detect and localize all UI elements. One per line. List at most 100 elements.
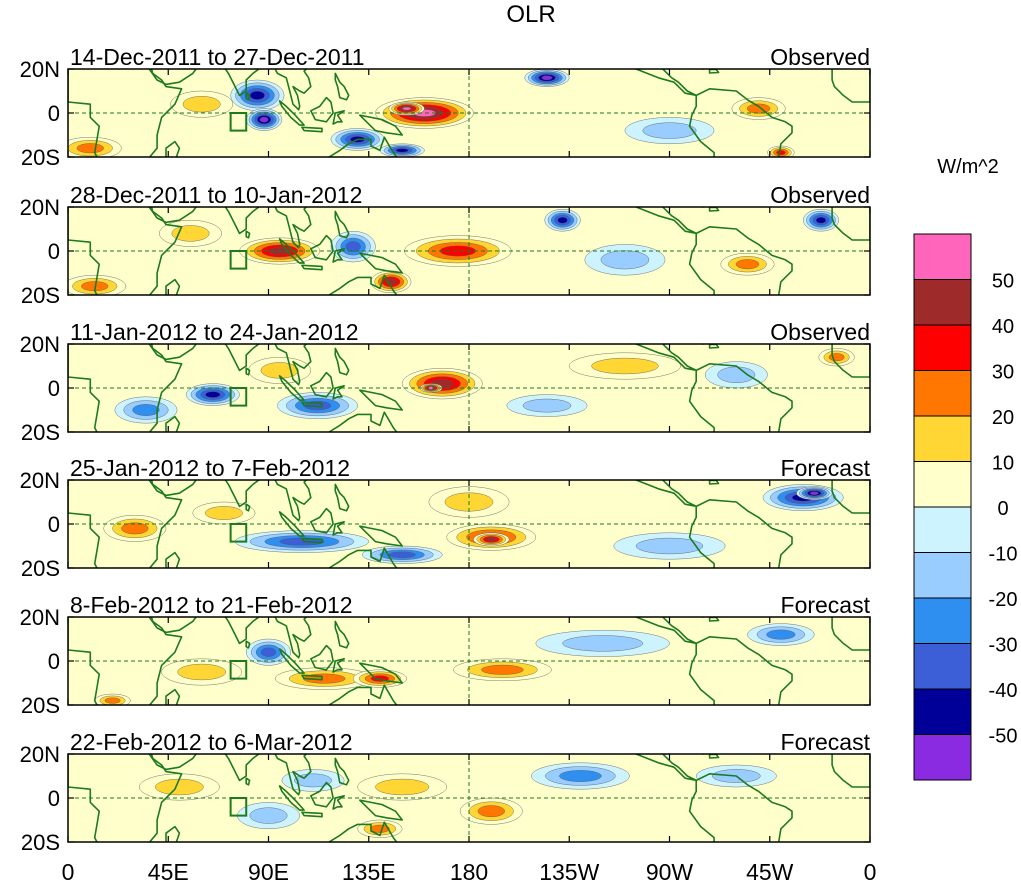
- positive-anomaly-3: [357, 773, 447, 801]
- positive-anomaly-2: [419, 383, 443, 393]
- positive-anomaly-2: [388, 101, 425, 116]
- positive-anomaly-7: [139, 773, 220, 801]
- y-tick-label: 20S: [21, 283, 60, 308]
- panel-2: 20N 0 20S 28-Dec-2011 to 10-Jan-2012 Observe…: [20, 182, 871, 308]
- colorbar-label: 50: [992, 271, 1014, 293]
- positive-anomaly-6: [94, 693, 131, 705]
- negative-anomaly-3: [230, 79, 285, 111]
- figure-title: OLR: [506, 1, 555, 28]
- negative-anomaly-4: [277, 392, 358, 419]
- colorbar-label: -50: [989, 726, 1018, 748]
- y-tick-label: 0: [48, 512, 60, 537]
- positive-anomaly-11: [170, 90, 234, 118]
- positive-anomaly-9: [68, 275, 127, 295]
- colorbar-swatch: [913, 643, 972, 690]
- colorbar-swatch: [913, 688, 972, 735]
- negative-anomaly-1: [246, 638, 291, 666]
- anomaly-field: [139, 762, 777, 838]
- negative-anomaly-6: [361, 545, 443, 564]
- y-tick-label: 20S: [21, 693, 60, 718]
- x-tick-label: 90E: [248, 859, 289, 885]
- negative-anomaly-12: [624, 117, 715, 145]
- negative-anomaly-4: [330, 231, 376, 263]
- colorbar-units: W/m^2: [937, 156, 999, 178]
- panel-3: 20N 0 20S 11-Jan-2012 to 24-Jan-2012 Observe…: [20, 319, 871, 445]
- y-tick-label: 20S: [21, 420, 60, 445]
- panel-status: Observed: [770, 44, 870, 70]
- coastlines: [68, 480, 870, 568]
- panel-6: 20N 0 20S 22-Feb-2012 to 6-Mar-2012 Forecast: [20, 729, 871, 855]
- colorbar-label: -20: [989, 589, 1018, 611]
- colorbar-swatch: [913, 233, 972, 280]
- panel-period: 11-Jan-2012 to 24-Jan-2012: [70, 319, 359, 345]
- negative-anomaly-7: [584, 244, 666, 276]
- anomaly-field: [103, 484, 844, 564]
- negative-anomaly-6: [802, 208, 840, 232]
- y-tick-label: 0: [48, 786, 60, 811]
- x-tick-label: 45E: [148, 859, 189, 885]
- y-tick-label: 20S: [21, 556, 60, 581]
- x-tick-label: 45W: [746, 859, 794, 885]
- y-tick-label: 20N: [20, 57, 60, 82]
- coastlines: [68, 754, 870, 842]
- negative-anomaly-10: [704, 361, 768, 389]
- negative-anomaly-5: [524, 69, 570, 87]
- negative-anomaly-5: [747, 623, 815, 646]
- y-tick-label: 20S: [21, 145, 60, 170]
- negative-anomaly-9: [613, 532, 726, 560]
- colorbar-label: -40: [989, 680, 1018, 702]
- colorbar-label: 40: [992, 316, 1014, 338]
- positive-anomaly-9: [767, 145, 795, 157]
- y-tick-label: 20S: [21, 830, 60, 855]
- panel-status: Forecast: [781, 455, 871, 481]
- y-tick-label: 0: [48, 376, 60, 401]
- y-tick-label: 0: [48, 101, 60, 126]
- x-tick-label: 180: [450, 859, 488, 885]
- colorbar-swatch: [913, 506, 972, 553]
- colorbar-label: 30: [992, 362, 1014, 384]
- panel-5: 20N 0 20S 8-Feb-2012 to 21-Feb-2012 Forecast: [20, 592, 871, 718]
- negative-anomaly-7: [379, 143, 425, 157]
- panel-period: 22-Feb-2012 to 6-Mar-2012: [70, 729, 353, 755]
- anomaly-field: [114, 348, 855, 424]
- colorbar-swatch: [913, 324, 972, 371]
- positive-anomaly-5: [248, 356, 312, 384]
- y-tick-label: 20N: [20, 332, 60, 357]
- panel-status: Observed: [770, 182, 870, 208]
- panel-status: Forecast: [781, 729, 871, 755]
- coastlines: [68, 617, 870, 705]
- panel-period: 8-Feb-2012 to 21-Feb-2012: [70, 592, 353, 618]
- panel-status: Observed: [770, 319, 870, 345]
- colorbar-swatch: [913, 279, 972, 326]
- y-tick-label: 20N: [20, 195, 60, 220]
- colorbar-swatch: [913, 597, 972, 644]
- y-tick-label: 20N: [20, 605, 60, 630]
- positive-anomaly-7: [103, 515, 167, 542]
- coastlines: [68, 207, 870, 295]
- panels: 20N 0 20S 14-Dec-2011 to 27-Dec-2011 Observe…: [20, 44, 871, 855]
- panel-1: 20N 0 20S 14-Dec-2011 to 27-Dec-2011 Observe…: [20, 44, 871, 170]
- y-tick-label: 20N: [20, 468, 60, 493]
- x-axis: 0 45E 90E 135E 180 135W 90W 45W 0: [62, 859, 877, 885]
- positive-anomaly-10: [159, 219, 222, 247]
- colorbar-label: 10: [992, 453, 1014, 475]
- positive-anomaly-8: [731, 97, 786, 120]
- negative-anomaly-4: [246, 108, 283, 131]
- colorbar-label: -10: [989, 544, 1018, 566]
- x-tick-label: 0: [62, 859, 75, 885]
- positive-anomaly-8: [720, 253, 775, 276]
- colorbar-label: 20: [992, 407, 1014, 429]
- panel-4: 20N 0 20S 25-Jan-2012 to 7-Feb-2012 Forecast: [20, 455, 871, 581]
- positive-anomaly-10: [68, 137, 122, 157]
- negative-anomaly-5: [544, 208, 581, 232]
- colorbar-swatch: [913, 552, 972, 599]
- anomaly-field: [68, 69, 795, 157]
- colorbar-label: -30: [989, 635, 1018, 657]
- y-tick-label: 20N: [20, 742, 60, 767]
- negative-anomaly-7: [535, 630, 670, 657]
- positive-anomaly-8: [569, 352, 681, 380]
- negative-anomaly-5: [237, 802, 300, 829]
- panel-status: Forecast: [781, 592, 871, 618]
- negative-anomaly-6: [506, 394, 588, 417]
- coastlines: [68, 344, 870, 432]
